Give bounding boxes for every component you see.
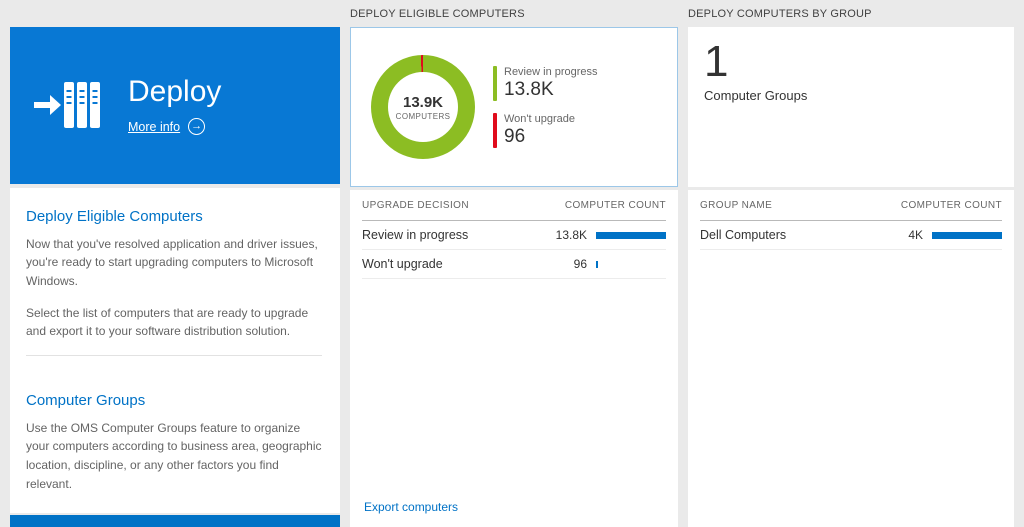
left-bottom-strip bbox=[10, 515, 340, 527]
row-value: 96 bbox=[573, 257, 587, 271]
section-paragraph: Use the OMS Computer Groups feature to o… bbox=[26, 420, 322, 491]
deploy-tile-title: Deploy bbox=[128, 75, 222, 109]
count-bar bbox=[932, 231, 1002, 239]
group-table-panel: GROUP NAME COMPUTER COUNT Dell Computers… bbox=[688, 190, 1014, 527]
table-row[interactable]: Review in progress 13.8K bbox=[362, 221, 666, 250]
left-column-header-spacer bbox=[10, 0, 340, 27]
donut-legend: Review in progress 13.8K Won't upgrade 9… bbox=[493, 66, 598, 148]
middle-column: DEPLOY ELIGIBLE COMPUTERS 13.9K COMPUTER… bbox=[350, 0, 678, 527]
legend-value: 96 bbox=[504, 126, 526, 147]
arrow-circle-icon[interactable]: → bbox=[188, 118, 206, 136]
legend-value: 13.8K bbox=[504, 79, 554, 100]
legend-label: Review in progress bbox=[504, 66, 598, 78]
deploy-books-arrow-icon bbox=[10, 78, 128, 132]
count-bar bbox=[596, 260, 598, 268]
table-header-row: GROUP NAME COMPUTER COUNT bbox=[700, 190, 1002, 221]
upgrade-decision-table-panel: UPGRADE DECISION COMPUTER COUNT Review i… bbox=[350, 190, 678, 527]
row-value: 4K bbox=[908, 228, 923, 242]
right-column: DEPLOY COMPUTERS BY GROUP 1 Computer Gro… bbox=[688, 0, 1014, 527]
export-computers-link[interactable]: Export computers bbox=[364, 500, 459, 514]
table-row[interactable]: Won't upgrade 96 bbox=[362, 250, 666, 279]
upgrade-decision-table: UPGRADE DECISION COMPUTER COUNT Review i… bbox=[350, 190, 678, 279]
group-table: GROUP NAME COMPUTER COUNT Dell Computers… bbox=[688, 190, 1014, 250]
row-label: Dell Computers bbox=[700, 228, 787, 242]
section-computer-groups: Computer Groups Use the OMS Computer Gro… bbox=[10, 376, 340, 513]
deploy-tile-text: Deploy More info → bbox=[128, 75, 222, 136]
table-row[interactable]: Dell Computers 4K bbox=[700, 221, 1002, 250]
row-label: Won't upgrade bbox=[362, 257, 443, 271]
row-bar bbox=[596, 260, 666, 268]
left-column: Deploy More info → Deploy Eligible Compu… bbox=[10, 0, 340, 527]
donut-chart: 13.9K COMPUTERS bbox=[371, 55, 475, 159]
middle-column-header: DEPLOY ELIGIBLE COMPUTERS bbox=[350, 7, 525, 20]
section-deploy-eligible-computers: Deploy Eligible Computers Now that you'v… bbox=[10, 192, 340, 376]
eligible-computers-donut-tile[interactable]: 13.9K COMPUTERS Review in progress 13.8K… bbox=[350, 27, 678, 187]
section-heading: Computer Groups bbox=[26, 391, 146, 409]
column-header-group-name: GROUP NAME bbox=[700, 199, 773, 211]
row-bar bbox=[596, 231, 666, 239]
left-info-panel: Deploy Eligible Computers Now that you'v… bbox=[10, 187, 340, 514]
donut-center-value: 13.9K bbox=[402, 93, 444, 111]
section-paragraph: Now that you've resolved application and… bbox=[26, 236, 318, 289]
column-header-computer-count: COMPUTER COUNT bbox=[564, 199, 666, 211]
computer-groups-tile[interactable]: 1 Computer Groups bbox=[688, 27, 1014, 187]
right-column-header: DEPLOY COMPUTERS BY GROUP bbox=[688, 7, 872, 20]
computer-groups-count: 1 bbox=[704, 37, 729, 86]
computer-groups-label: Computer Groups bbox=[704, 88, 808, 104]
row-bar bbox=[932, 231, 1002, 239]
section-paragraph: Select the list of computers that are re… bbox=[26, 305, 309, 339]
donut-center-label: COMPUTERS bbox=[395, 111, 451, 121]
section-divider bbox=[26, 354, 322, 356]
legend-label: Won't upgrade bbox=[504, 113, 576, 125]
legend-item-wont-upgrade: Won't upgrade 96 bbox=[493, 113, 598, 148]
legend-swatch-red bbox=[493, 113, 497, 148]
legend-swatch-green bbox=[493, 66, 497, 101]
deploy-tile[interactable]: Deploy More info → bbox=[10, 26, 340, 184]
more-info-row: More info → bbox=[128, 118, 221, 136]
row-label: Review in progress bbox=[362, 228, 469, 242]
legend-item-review-in-progress: Review in progress 13.8K bbox=[493, 66, 598, 101]
more-info-link[interactable]: More info bbox=[128, 119, 181, 134]
column-header-computer-count: COMPUTER COUNT bbox=[900, 199, 1002, 211]
section-heading: Deploy Eligible Computers bbox=[26, 207, 203, 225]
table-header-row: UPGRADE DECISION COMPUTER COUNT bbox=[362, 190, 666, 221]
column-header-upgrade-decision: UPGRADE DECISION bbox=[362, 199, 469, 211]
row-value: 13.8K bbox=[555, 228, 587, 242]
count-bar bbox=[596, 231, 666, 239]
donut-center: 13.9K COMPUTERS bbox=[388, 72, 458, 142]
